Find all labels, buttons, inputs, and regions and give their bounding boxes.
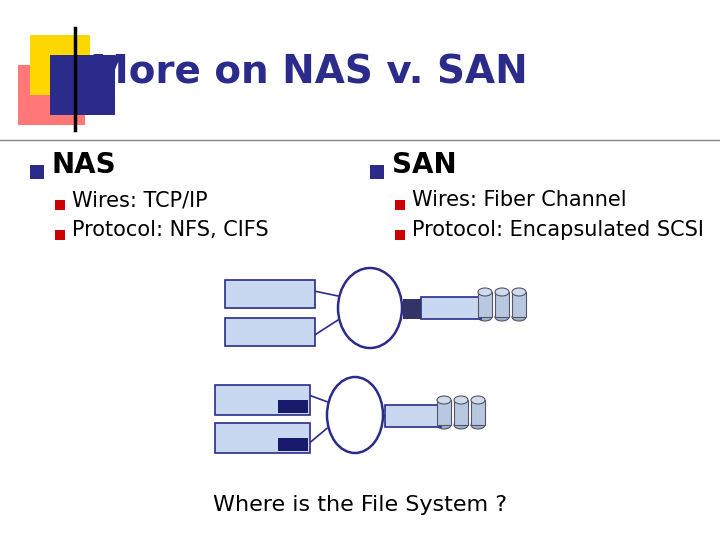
Ellipse shape [471,421,485,429]
Ellipse shape [338,268,402,348]
FancyBboxPatch shape [421,297,481,319]
Text: SAN: SAN [392,151,456,179]
Bar [403,299,421,319]
Ellipse shape [512,313,526,321]
Text: RAID: RAID [400,411,426,421]
Text: Protocol: NFS, CIFS: Protocol: NFS, CIFS [72,220,269,240]
Bar [437,400,451,425]
Ellipse shape [471,396,485,404]
Ellipse shape [495,288,509,296]
Text: SAN: SAN [343,410,367,420]
Text: NAS: NAS [440,303,462,313]
Ellipse shape [437,396,451,404]
Bar [30,35,90,95]
Bar [478,292,492,317]
Text: FS: FS [288,440,298,449]
FancyBboxPatch shape [385,405,441,427]
Ellipse shape [495,313,509,321]
Ellipse shape [327,377,383,453]
Text: More on NAS v. SAN: More on NAS v. SAN [90,53,528,91]
Bar [471,400,485,425]
Bar [454,400,468,425]
Text: NAS: NAS [52,151,117,179]
Bar [395,200,405,210]
Text: LAN: LAN [359,303,382,313]
Ellipse shape [454,396,468,404]
Text: FS: FS [408,307,416,312]
Bar [395,230,405,240]
FancyBboxPatch shape [225,318,315,346]
Bar [278,438,308,451]
Ellipse shape [478,313,492,321]
Text: APP SERVER: APP SERVER [240,286,300,295]
Bar [30,165,44,179]
Text: FS: FS [288,402,298,411]
Text: Where is the File System ?: Where is the File System ? [213,495,507,515]
Text: Wires: TCP/IP: Wires: TCP/IP [72,190,207,210]
Bar [50,55,115,115]
Bar [278,400,308,413]
FancyBboxPatch shape [215,385,310,415]
FancyBboxPatch shape [215,423,310,453]
Text: Wires: Fiber Channel: Wires: Fiber Channel [412,190,626,210]
Text: APP SERVER: APP SERVER [240,324,300,333]
Ellipse shape [512,288,526,296]
Ellipse shape [478,288,492,296]
Text: APP SERVER: APP SERVER [233,430,292,439]
Text: Protocol: Encapsulated SCSI: Protocol: Encapsulated SCSI [412,220,704,240]
Bar [18,65,85,125]
Bar [495,292,509,317]
Bar [55,200,65,210]
Bar [370,165,384,179]
FancyBboxPatch shape [225,280,315,308]
Bar [55,230,65,240]
Text: APP SERVER: APP SERVER [233,392,292,401]
Ellipse shape [454,421,468,429]
Ellipse shape [437,421,451,429]
Bar [512,292,526,317]
